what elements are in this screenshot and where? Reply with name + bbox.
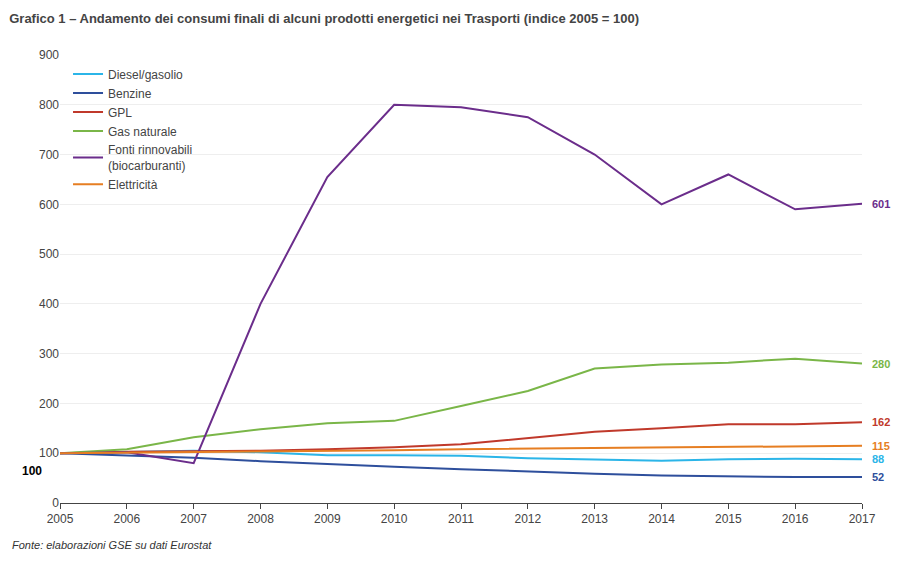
- svg-text:280: 280: [872, 358, 890, 370]
- svg-text:88: 88: [872, 453, 884, 465]
- svg-text:115: 115: [872, 440, 890, 452]
- svg-text:Diesel/gasolio: Diesel/gasolio: [108, 68, 183, 82]
- svg-text:2013: 2013: [581, 512, 608, 526]
- svg-text:Fonte: elaborazioni GSE su dat: Fonte: elaborazioni GSE su dati Eurostat: [12, 539, 212, 551]
- svg-text:162: 162: [872, 416, 890, 428]
- svg-text:2006: 2006: [113, 512, 140, 526]
- svg-text:2012: 2012: [514, 512, 541, 526]
- svg-text:400: 400: [39, 297, 59, 311]
- svg-text:Benzine: Benzine: [108, 87, 152, 101]
- svg-text:601: 601: [872, 198, 890, 210]
- svg-text:100: 100: [22, 464, 42, 478]
- svg-text:2016: 2016: [782, 512, 809, 526]
- svg-text:800: 800: [39, 98, 59, 112]
- svg-text:200: 200: [39, 397, 59, 411]
- svg-text:Elettricità: Elettricità: [108, 178, 158, 192]
- svg-text:2010: 2010: [381, 512, 408, 526]
- svg-text:500: 500: [39, 247, 59, 261]
- svg-text:600: 600: [39, 198, 59, 212]
- svg-text:Gas naturale: Gas naturale: [108, 125, 177, 139]
- svg-text:2009: 2009: [314, 512, 341, 526]
- svg-text:2008: 2008: [247, 512, 274, 526]
- svg-text:GPL: GPL: [108, 106, 132, 120]
- svg-text:Grafico 1 – Andamento dei cons: Grafico 1 – Andamento dei consumi finali…: [9, 11, 639, 26]
- svg-text:2011: 2011: [448, 512, 474, 526]
- svg-text:2007: 2007: [180, 512, 207, 526]
- svg-text:Fonti rinnovabili(biocarburant: Fonti rinnovabili(biocarburanti): [108, 143, 192, 173]
- svg-text:900: 900: [39, 48, 59, 62]
- svg-text:2017: 2017: [849, 512, 876, 526]
- svg-text:100: 100: [39, 446, 59, 460]
- svg-text:300: 300: [39, 347, 59, 361]
- svg-text:2005: 2005: [47, 512, 74, 526]
- svg-text:0: 0: [52, 496, 59, 510]
- svg-text:700: 700: [39, 148, 59, 162]
- svg-text:2014: 2014: [648, 512, 675, 526]
- svg-text:52: 52: [872, 471, 884, 483]
- svg-text:2015: 2015: [715, 512, 742, 526]
